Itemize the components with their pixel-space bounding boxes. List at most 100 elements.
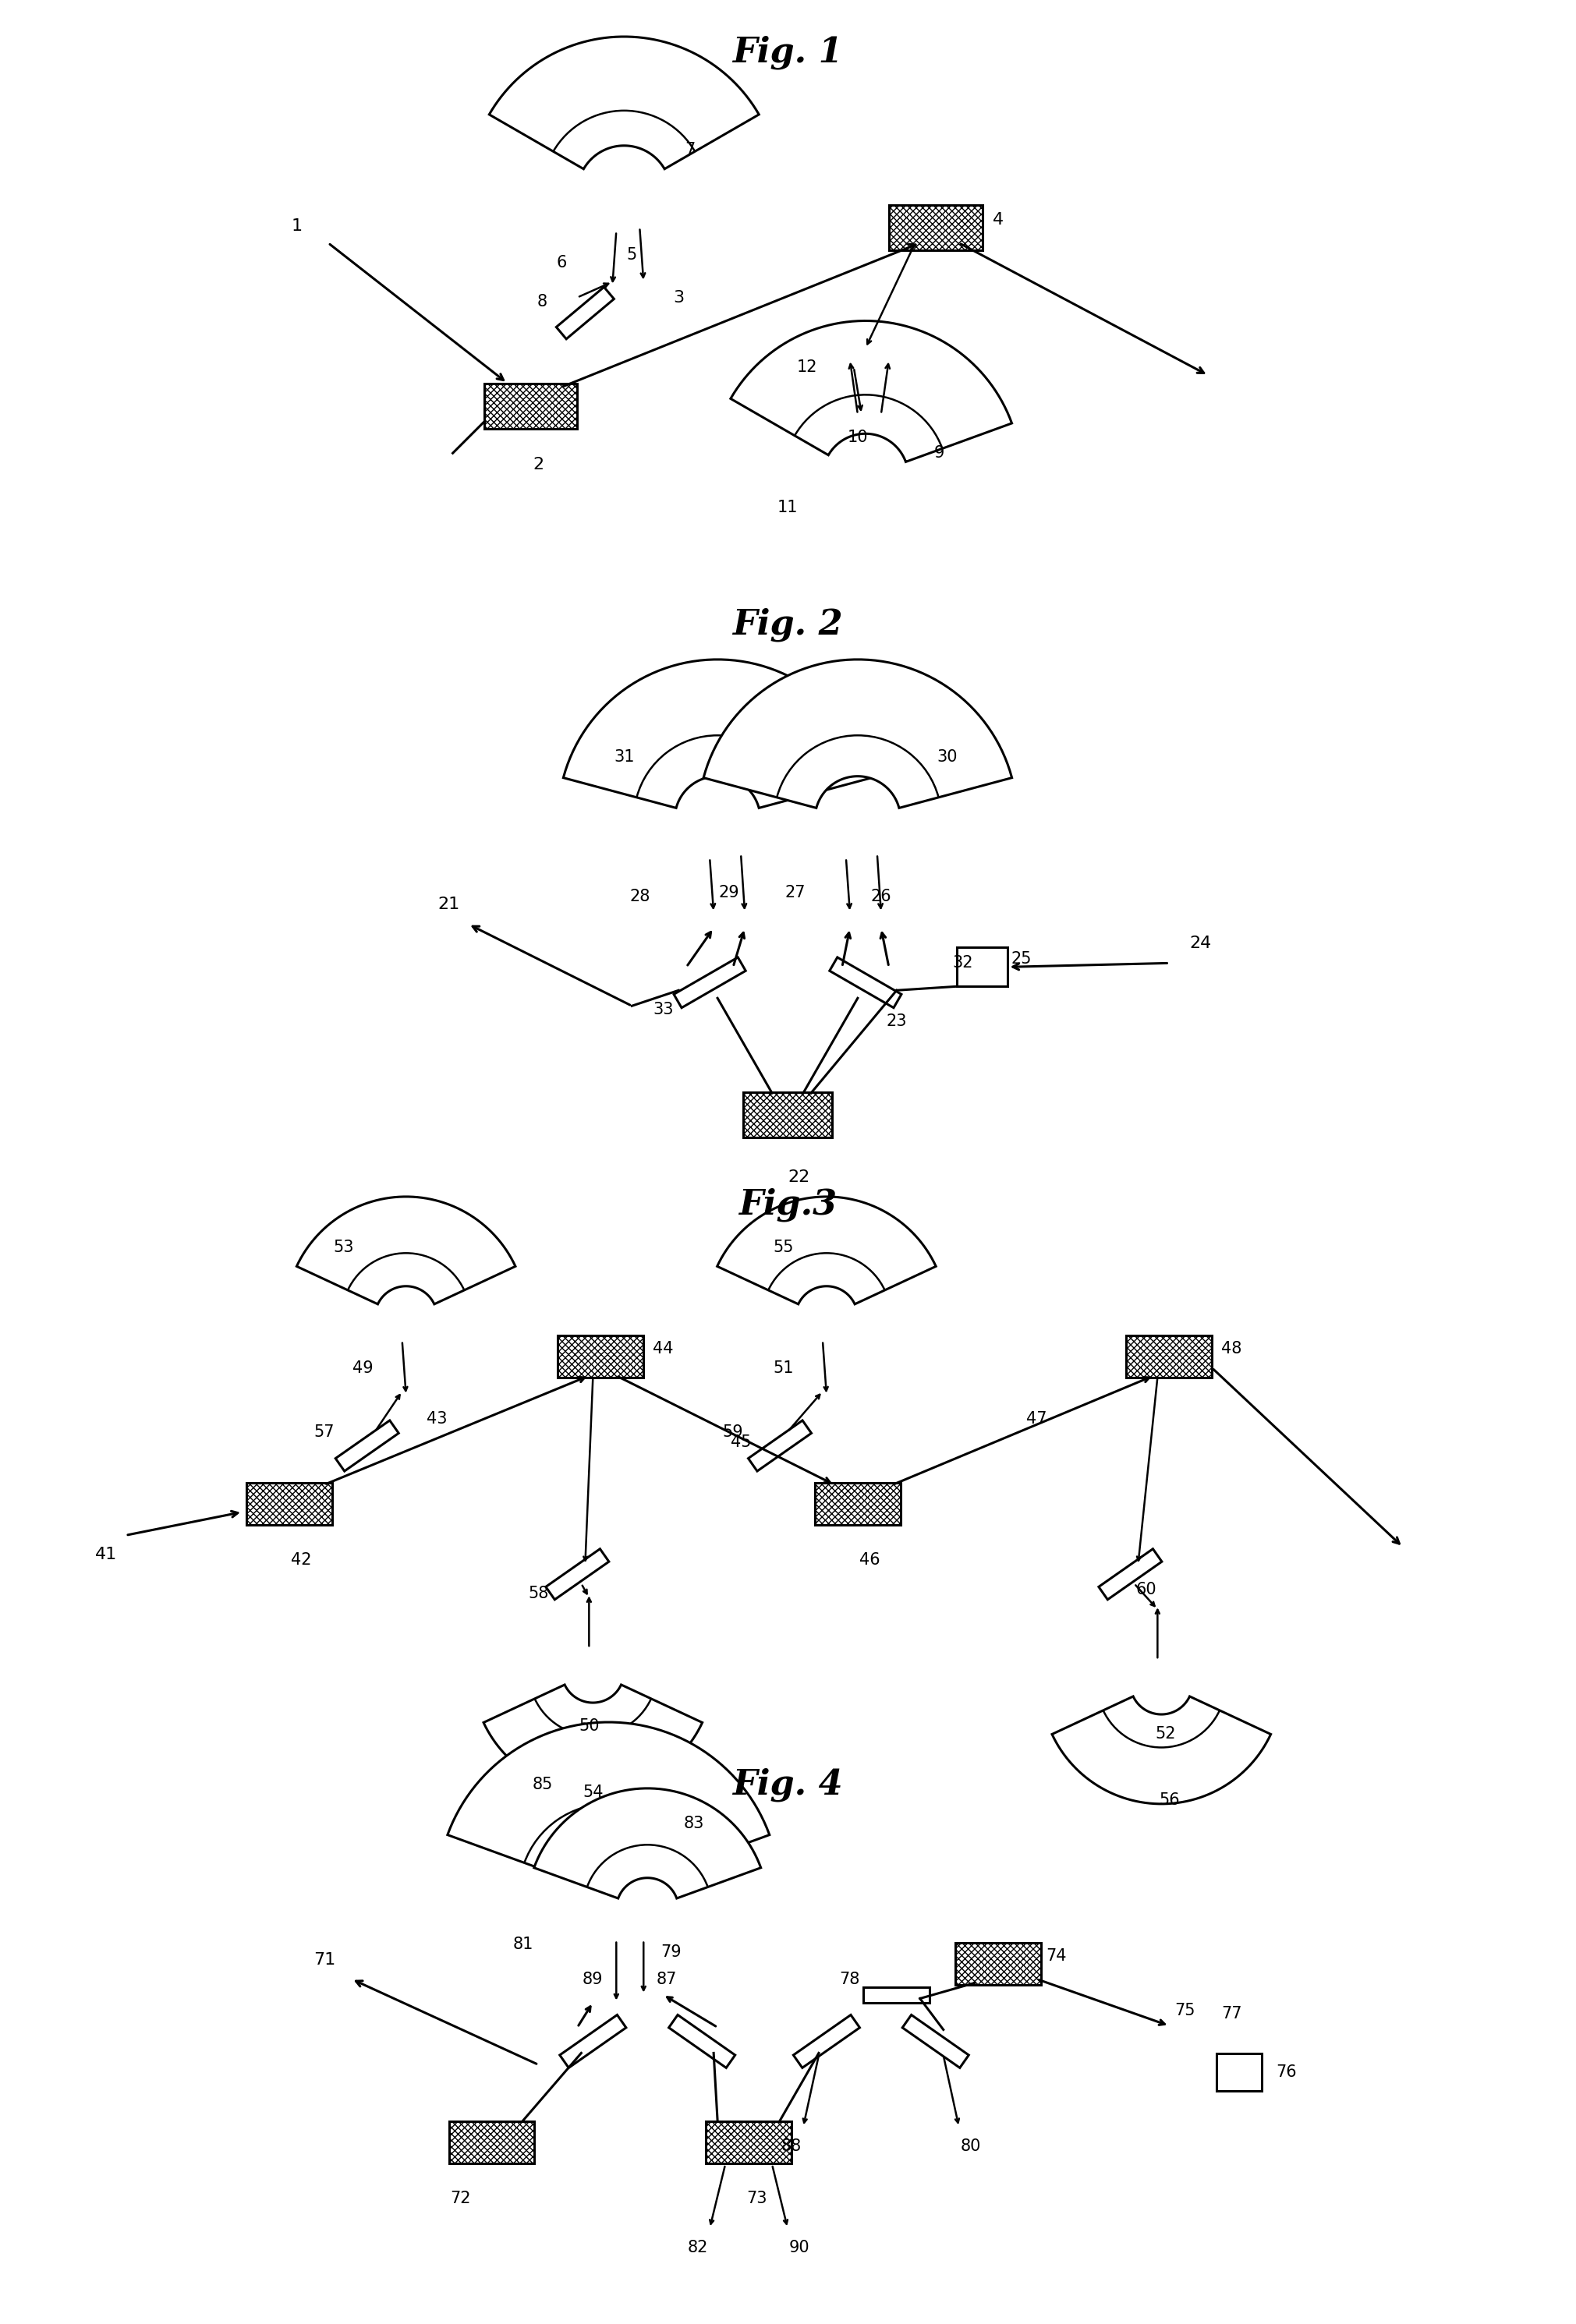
Bar	[484, 383, 577, 430]
Bar	[1098, 1548, 1162, 1599]
Text: 29: 29	[719, 885, 739, 902]
Text: 28: 28	[629, 890, 649, 904]
Text: 79: 79	[660, 1943, 681, 1959]
Text: 87: 87	[657, 1971, 678, 1987]
Text: 53: 53	[334, 1239, 355, 1255]
Text: 22: 22	[788, 1169, 810, 1185]
Text: 5: 5	[627, 246, 637, 263]
Text: 31: 31	[613, 748, 635, 765]
Text: 85: 85	[533, 1776, 553, 1792]
Text: 57: 57	[314, 1425, 334, 1439]
Text: 44: 44	[652, 1341, 673, 1357]
Text: 11: 11	[777, 500, 797, 516]
Text: 47: 47	[1026, 1411, 1046, 1427]
Text: 76: 76	[1275, 2064, 1297, 2080]
Text: 90: 90	[790, 2240, 810, 2257]
Text: 24: 24	[1190, 937, 1212, 951]
Text: 27: 27	[785, 885, 805, 902]
Bar	[864, 1987, 930, 2003]
Text: 51: 51	[774, 1360, 794, 1376]
Text: 23: 23	[886, 1013, 906, 1030]
Bar	[706, 2122, 791, 2164]
Text: 45: 45	[731, 1434, 752, 1450]
Text: 81: 81	[512, 1936, 533, 1952]
Polygon shape	[489, 37, 760, 170]
Bar	[815, 1483, 900, 1525]
Polygon shape	[563, 660, 872, 809]
Text: 46: 46	[859, 1552, 879, 1569]
Bar	[903, 2015, 969, 2068]
Text: 74: 74	[1046, 1948, 1067, 1964]
Text: 10: 10	[848, 430, 868, 446]
Bar	[827, 332, 887, 388]
Text: 56: 56	[1158, 1792, 1179, 1808]
Bar	[559, 2015, 626, 2068]
Text: 60: 60	[1135, 1583, 1157, 1597]
Text: 82: 82	[687, 2240, 708, 2257]
Bar	[556, 288, 615, 339]
Polygon shape	[484, 1685, 703, 1792]
Bar	[545, 1548, 608, 1599]
Bar	[829, 957, 901, 1009]
Polygon shape	[448, 1722, 769, 1878]
Text: 6: 6	[556, 256, 567, 270]
Text: 55: 55	[774, 1239, 794, 1255]
Bar	[742, 1092, 832, 1136]
Polygon shape	[731, 321, 1012, 462]
Polygon shape	[717, 1197, 936, 1304]
Text: 30: 30	[936, 748, 958, 765]
Bar	[793, 2015, 860, 2068]
Text: Fig. 1: Fig. 1	[733, 35, 843, 70]
Text: 58: 58	[528, 1585, 548, 1601]
Bar	[449, 2122, 534, 2164]
Text: 83: 83	[684, 1815, 704, 1831]
Text: 73: 73	[745, 2192, 768, 2205]
Text: Fig. 2: Fig. 2	[733, 607, 843, 641]
Polygon shape	[703, 660, 1012, 809]
Text: 77: 77	[1221, 2006, 1242, 2022]
Text: 9: 9	[935, 446, 944, 460]
Text: Fig.3: Fig.3	[739, 1188, 837, 1222]
Text: 1: 1	[292, 218, 303, 235]
Text: 8: 8	[537, 293, 547, 309]
Text: 26: 26	[870, 890, 892, 904]
Text: 25: 25	[1010, 951, 1032, 967]
Bar	[246, 1483, 333, 1525]
Text: 52: 52	[1155, 1727, 1176, 1741]
Bar	[675, 957, 745, 1009]
Text: 12: 12	[797, 360, 818, 374]
Text: 89: 89	[583, 1971, 604, 1987]
Text: 71: 71	[314, 1952, 336, 1968]
Text: 72: 72	[451, 2192, 471, 2205]
Bar	[336, 1420, 399, 1471]
Text: 33: 33	[652, 1002, 673, 1018]
Text: 4: 4	[993, 211, 1004, 228]
Bar	[957, 948, 1007, 985]
Bar	[1127, 1336, 1212, 1378]
Polygon shape	[1053, 1697, 1270, 1803]
Text: 54: 54	[583, 1785, 604, 1801]
Bar	[889, 205, 982, 251]
Text: 75: 75	[1174, 2003, 1195, 2017]
Text: 88: 88	[782, 2138, 802, 2154]
Text: 32: 32	[952, 955, 972, 971]
Text: 48: 48	[1221, 1341, 1242, 1357]
Text: Fig. 4: Fig. 4	[733, 1769, 843, 1801]
Text: 7: 7	[686, 142, 695, 158]
Text: 59: 59	[723, 1425, 744, 1439]
Text: 43: 43	[427, 1411, 448, 1427]
Bar	[955, 1943, 1040, 1985]
Text: 80: 80	[960, 2138, 980, 2154]
Bar	[1217, 2054, 1262, 2092]
Text: 50: 50	[578, 1717, 599, 1734]
Bar	[668, 2015, 734, 2068]
Polygon shape	[296, 1197, 515, 1304]
Text: 49: 49	[353, 1360, 374, 1376]
Bar	[749, 1420, 812, 1471]
Text: 2: 2	[533, 458, 544, 472]
Text: 3: 3	[673, 290, 684, 304]
Text: 41: 41	[95, 1548, 117, 1562]
Text: 21: 21	[438, 897, 460, 913]
Text: 42: 42	[290, 1552, 310, 1569]
Polygon shape	[534, 1789, 761, 1899]
